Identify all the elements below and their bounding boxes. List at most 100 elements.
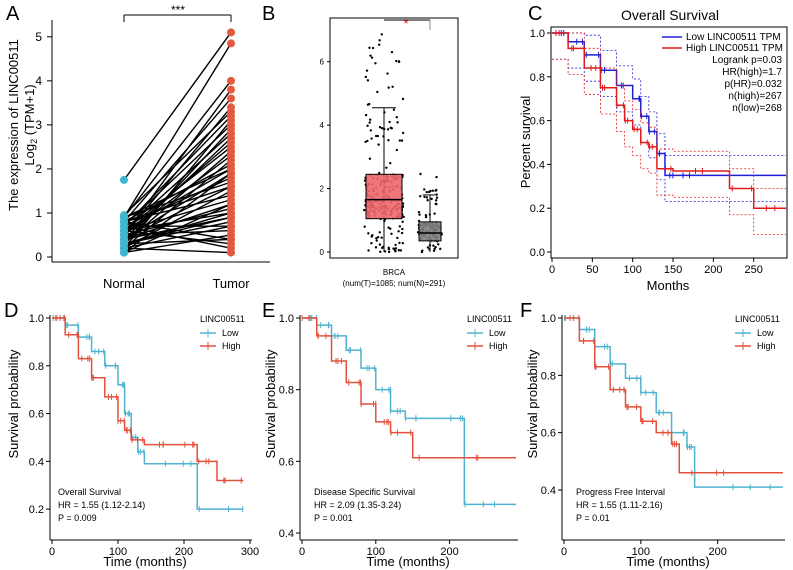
a-tumor-dot <box>227 28 235 37</box>
km-ytick-label: 0.8 <box>29 361 44 373</box>
km-xtick-label: 100 <box>624 264 642 276</box>
b-point <box>370 242 373 245</box>
b-point <box>386 72 389 75</box>
panel-a-chart: The expression of LINC00511 Log2 (TPM+1)… <box>6 3 270 291</box>
b-point <box>435 196 439 199</box>
a-pair-line <box>123 234 232 254</box>
panel-f-chart: Survival probability Time (months) 0 100 2… <box>525 313 785 569</box>
km-ytick-label: 0.6 <box>29 409 44 421</box>
a-pair-line <box>123 111 232 216</box>
a-pair-line <box>123 120 232 249</box>
km-xtick-label: 100 <box>109 546 127 558</box>
panel-letter-b: B <box>262 3 275 25</box>
b-point <box>421 249 424 252</box>
e-stat-hr: HR = 2.09 (1.35-3.24) <box>314 500 401 510</box>
b-point <box>426 246 430 249</box>
b-point <box>389 161 392 165</box>
b-point <box>397 249 401 252</box>
km-ytick-label: 0.8 <box>279 385 294 397</box>
a-tumor-dot <box>227 85 235 94</box>
e-legend-high: High <box>489 341 508 351</box>
b-point <box>370 235 373 238</box>
d-legend-low: Low <box>222 328 239 338</box>
c-stat-nhigh: n(high)=267 <box>728 91 782 102</box>
c-stat-logrank: Logrank p=0.03 <box>712 55 782 66</box>
km-ytick-label: 0.2 <box>530 203 545 215</box>
km-ci-line <box>552 58 786 203</box>
a-normal-dot <box>120 222 128 231</box>
km-xtick-label: 0 <box>299 546 305 558</box>
b-point <box>401 97 405 101</box>
km-ytick-label: 1.0 <box>29 313 44 325</box>
a-normal-dot <box>120 211 128 220</box>
c-title: Overall Survival <box>621 7 719 23</box>
a-ylabel-line2: Log2 (TPM+1) <box>22 84 39 165</box>
b-point <box>431 189 435 192</box>
b-point <box>365 69 369 72</box>
b-ytick-label: 6 <box>320 58 325 67</box>
d-stat-hr: HR = 1.55 (1.12-2.14) <box>58 500 145 510</box>
b-point <box>433 212 436 215</box>
a-tumor-dot <box>227 142 235 151</box>
a-pair-line <box>123 203 232 241</box>
b-point <box>380 236 383 239</box>
b-point <box>435 175 438 179</box>
b-point <box>435 202 438 206</box>
a-significance: *** <box>171 3 185 17</box>
km-ytick-label: 0.4 <box>541 485 556 497</box>
km-ytick-label: 1.0 <box>541 313 556 325</box>
km-curve <box>564 317 783 474</box>
b-point <box>418 213 421 216</box>
km-ytick-label: 0.4 <box>530 159 545 171</box>
b-point <box>398 139 402 142</box>
c-ylabel: Percent survival <box>518 96 533 189</box>
a-tumor-dot <box>227 125 235 134</box>
a-pair-line <box>123 89 232 236</box>
b-point <box>396 236 399 240</box>
d-legend-high: High <box>222 341 241 351</box>
panel-letter-a: A <box>6 3 20 25</box>
a-pair-line <box>123 98 232 223</box>
a-pair-line <box>123 155 232 236</box>
c-legend-low: Low LINC00511 TPM <box>686 32 781 43</box>
b-point <box>401 227 404 231</box>
panel-letter-c: C <box>528 3 542 25</box>
b-point <box>378 243 382 246</box>
a-normal-dot <box>120 248 128 257</box>
km-xtick-label: 200 <box>709 546 727 558</box>
b-point <box>419 195 422 198</box>
b-point <box>378 43 381 46</box>
km-ytick-label: 0.6 <box>530 116 545 128</box>
b-point <box>394 243 397 247</box>
f-stat-hr: HR = 1.55 (1.11-2.16) <box>576 500 663 510</box>
a-pair-line <box>123 247 232 254</box>
km-ytick-label: 0.6 <box>279 456 294 468</box>
e-legend-title: LINC00511 <box>467 314 512 324</box>
b-point <box>378 126 382 129</box>
e-xlabel: Time (months) <box>366 554 449 569</box>
b-point <box>370 137 373 140</box>
b-point <box>392 108 396 111</box>
b-point <box>396 121 399 124</box>
b-point <box>425 196 429 199</box>
km-ytick-label: 0.2 <box>29 504 44 516</box>
e-legend-low: Low <box>489 328 506 338</box>
b-point <box>368 46 371 49</box>
km-curve <box>302 317 516 459</box>
km-xtick-label: 200 <box>175 546 193 558</box>
b-point <box>423 188 426 191</box>
b-point <box>397 60 401 63</box>
a-normal-dot <box>120 239 128 248</box>
a-tumor-dot <box>227 76 235 85</box>
b-point <box>401 220 404 223</box>
b-point <box>395 116 398 119</box>
b-point <box>439 247 442 251</box>
b-point <box>380 126 384 130</box>
f-stat-name: Progress Free Interval <box>576 487 665 497</box>
km-xtick-label: 250 <box>745 264 763 276</box>
a-tumor-dot <box>227 116 235 125</box>
a-ytick-label: 0 <box>35 250 42 264</box>
b-box <box>365 173 403 220</box>
a-pair-line <box>123 212 232 245</box>
km-curve <box>52 317 244 482</box>
